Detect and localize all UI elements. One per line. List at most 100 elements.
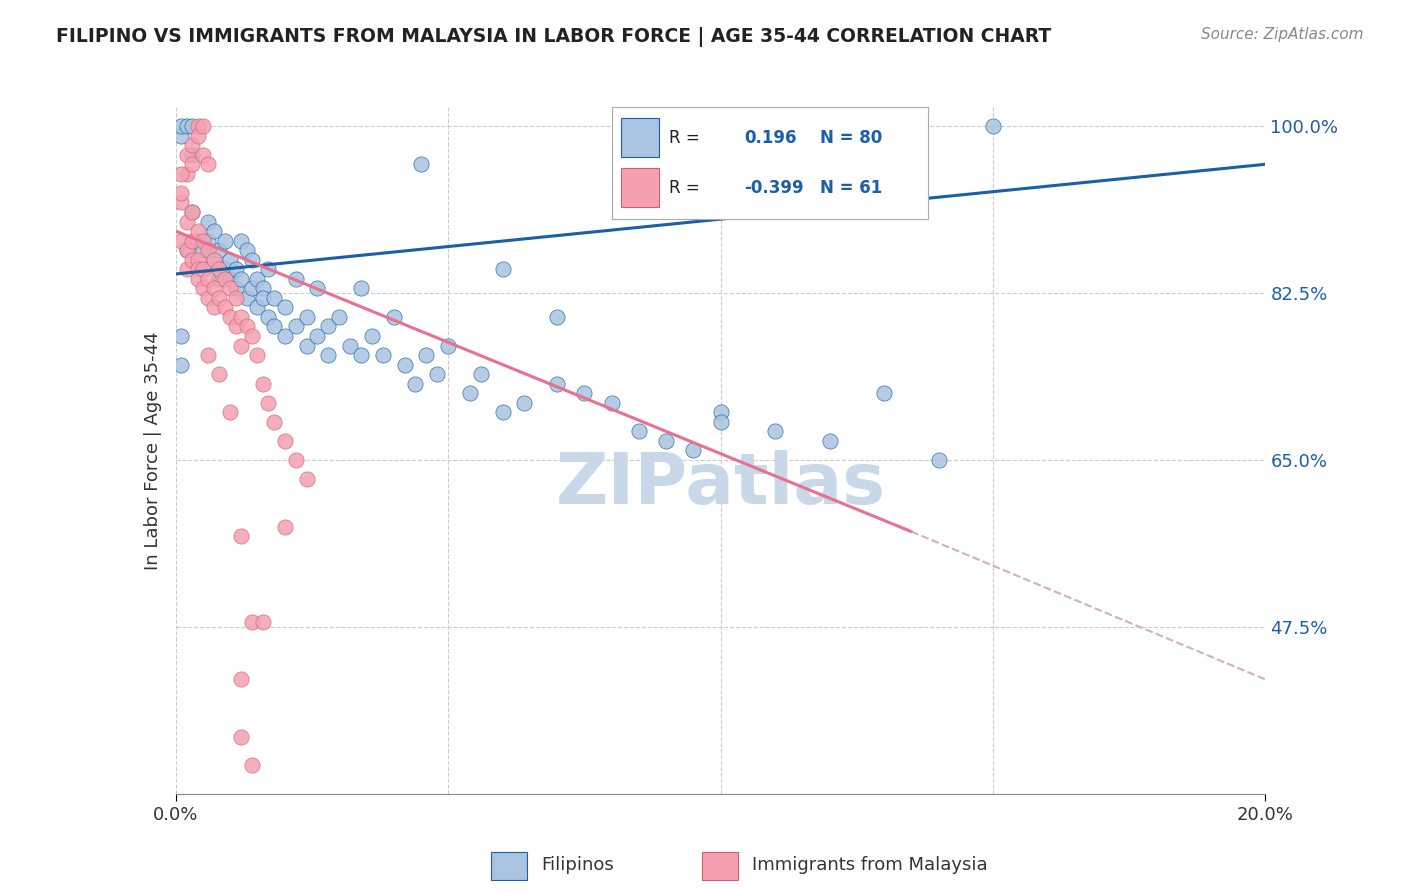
Text: N = 61: N = 61 — [821, 179, 883, 197]
Point — [219, 405, 242, 419]
Point — [257, 396, 280, 410]
Point — [231, 271, 253, 285]
Point — [235, 319, 257, 334]
Point — [818, 434, 841, 448]
Point — [197, 291, 219, 305]
Point — [295, 310, 318, 324]
Point — [350, 281, 373, 295]
Point — [246, 348, 269, 362]
Point — [202, 252, 225, 267]
Point — [257, 262, 280, 277]
Point — [682, 443, 704, 458]
Point — [219, 252, 242, 267]
Point — [170, 329, 193, 343]
Point — [176, 262, 198, 277]
Point — [240, 281, 263, 295]
Point — [274, 329, 297, 343]
Point — [470, 367, 492, 381]
FancyBboxPatch shape — [491, 852, 527, 880]
Point — [208, 243, 231, 257]
Point — [197, 348, 219, 362]
Point — [176, 243, 198, 257]
Point — [186, 224, 209, 238]
Y-axis label: In Labor Force | Age 35-44: In Labor Force | Age 35-44 — [143, 331, 162, 570]
Point — [981, 119, 1004, 133]
Point — [186, 262, 209, 277]
Text: Source: ZipAtlas.com: Source: ZipAtlas.com — [1201, 27, 1364, 42]
Point — [225, 281, 247, 295]
Point — [426, 367, 449, 381]
Point — [574, 386, 596, 401]
Point — [191, 234, 214, 248]
Point — [350, 348, 373, 362]
Point — [191, 262, 214, 277]
Point — [307, 281, 329, 295]
Point — [284, 271, 307, 285]
FancyBboxPatch shape — [621, 118, 659, 157]
FancyBboxPatch shape — [702, 852, 738, 880]
Point — [176, 243, 198, 257]
Point — [257, 310, 280, 324]
Point — [492, 405, 515, 419]
Point — [763, 425, 786, 439]
Text: N = 80: N = 80 — [821, 128, 883, 146]
Text: R =: R = — [669, 179, 699, 197]
Point — [458, 386, 481, 401]
Point — [197, 271, 219, 285]
Point — [214, 271, 236, 285]
Point — [513, 396, 536, 410]
Point — [240, 615, 263, 630]
Point — [318, 319, 340, 334]
Point — [219, 271, 242, 285]
Point — [176, 147, 198, 161]
Point — [208, 291, 231, 305]
Text: -0.399: -0.399 — [745, 179, 804, 197]
Point — [318, 348, 340, 362]
Point — [627, 425, 650, 439]
Point — [339, 338, 361, 352]
Point — [170, 195, 193, 210]
Point — [176, 214, 198, 228]
Text: FILIPINO VS IMMIGRANTS FROM MALAYSIA IN LABOR FORCE | AGE 35-44 CORRELATION CHAR: FILIPINO VS IMMIGRANTS FROM MALAYSIA IN … — [56, 27, 1052, 46]
Point — [181, 147, 204, 161]
Point — [181, 234, 204, 248]
Point — [208, 271, 231, 285]
Point — [263, 415, 285, 429]
Point — [307, 329, 329, 343]
Point — [191, 243, 214, 257]
Text: 0.196: 0.196 — [745, 128, 797, 146]
Point — [186, 128, 209, 143]
Point — [235, 243, 257, 257]
Point — [181, 138, 204, 153]
Point — [235, 291, 257, 305]
Point — [181, 205, 204, 219]
Point — [240, 758, 263, 772]
Point — [225, 319, 247, 334]
Point — [186, 119, 209, 133]
Point — [219, 310, 242, 324]
Text: Immigrants from Malaysia: Immigrants from Malaysia — [752, 855, 988, 873]
Point — [202, 301, 225, 315]
Point — [231, 310, 253, 324]
Point — [197, 214, 219, 228]
Point — [231, 338, 253, 352]
Point — [197, 243, 219, 257]
Point — [176, 167, 198, 181]
Point — [181, 157, 204, 171]
Point — [214, 234, 236, 248]
Point — [546, 310, 568, 324]
Point — [202, 224, 225, 238]
Point — [295, 472, 318, 486]
Point — [252, 291, 274, 305]
Point — [371, 348, 394, 362]
Point — [214, 262, 236, 277]
Point — [284, 453, 307, 467]
Point — [492, 262, 515, 277]
Point — [231, 730, 253, 744]
Point — [873, 386, 896, 401]
Point — [382, 310, 405, 324]
Point — [263, 291, 285, 305]
Point — [225, 262, 247, 277]
Point — [274, 520, 297, 534]
Point — [546, 376, 568, 391]
